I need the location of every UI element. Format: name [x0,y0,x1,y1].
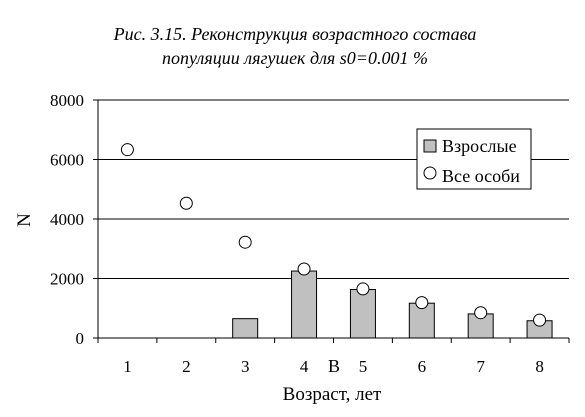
y-axis-label: N [14,213,35,227]
y-tick-labels: 0 2000 4000 6000 8000 [50,91,84,348]
x-tick-label: 1 [123,357,132,376]
x-axis-label: Возраст, лет [283,384,382,405]
chart-title-line-2: популяции лягушек для s0=0.001 % [162,48,428,68]
y-tick-label: 0 [76,329,85,348]
marker-series [120,143,547,327]
marker-all-individuals [474,306,488,320]
bar-adults [291,270,318,339]
bar-adults [349,289,376,339]
marker-all-individuals [415,296,429,310]
x-axis-annotation: В [328,356,340,376]
marker-all-individuals [238,235,252,249]
y-tick-label: 6000 [50,151,84,170]
x-tick-label: 4 [300,357,309,376]
marker-all-individuals [120,143,134,157]
legend-bar-swatch [423,139,437,153]
y-tick-label: 8000 [50,91,84,110]
x-tick-label: 6 [418,357,427,376]
bar-adults [232,318,259,339]
bar-series [232,270,553,339]
marker-all-individuals [356,282,370,296]
axes [93,99,570,343]
x-tick-label: 5 [359,357,368,376]
marker-all-individuals [179,196,193,210]
x-tick-label: 8 [535,357,544,376]
legend-label-all: Все особи [442,166,520,186]
x-tick-labels: 1 2 3 4 5 6 7 8 [123,357,544,376]
x-tick-label: 2 [182,357,191,376]
x-tick-label: 3 [241,357,250,376]
legend: Взрослые Все особи [416,128,532,190]
legend-label-adults: Взрослые [442,136,517,156]
chart-title-line-1: Рис. 3.15. Реконструкция возрастного сос… [113,24,477,44]
marker-all-individuals [297,262,311,276]
legend-marker-swatch [423,166,437,180]
legend-box [416,128,532,190]
y-tick-label: 4000 [50,210,84,229]
y-tick-label: 2000 [50,270,84,289]
marker-all-individuals [533,313,547,327]
x-tick-label: 7 [476,357,485,376]
